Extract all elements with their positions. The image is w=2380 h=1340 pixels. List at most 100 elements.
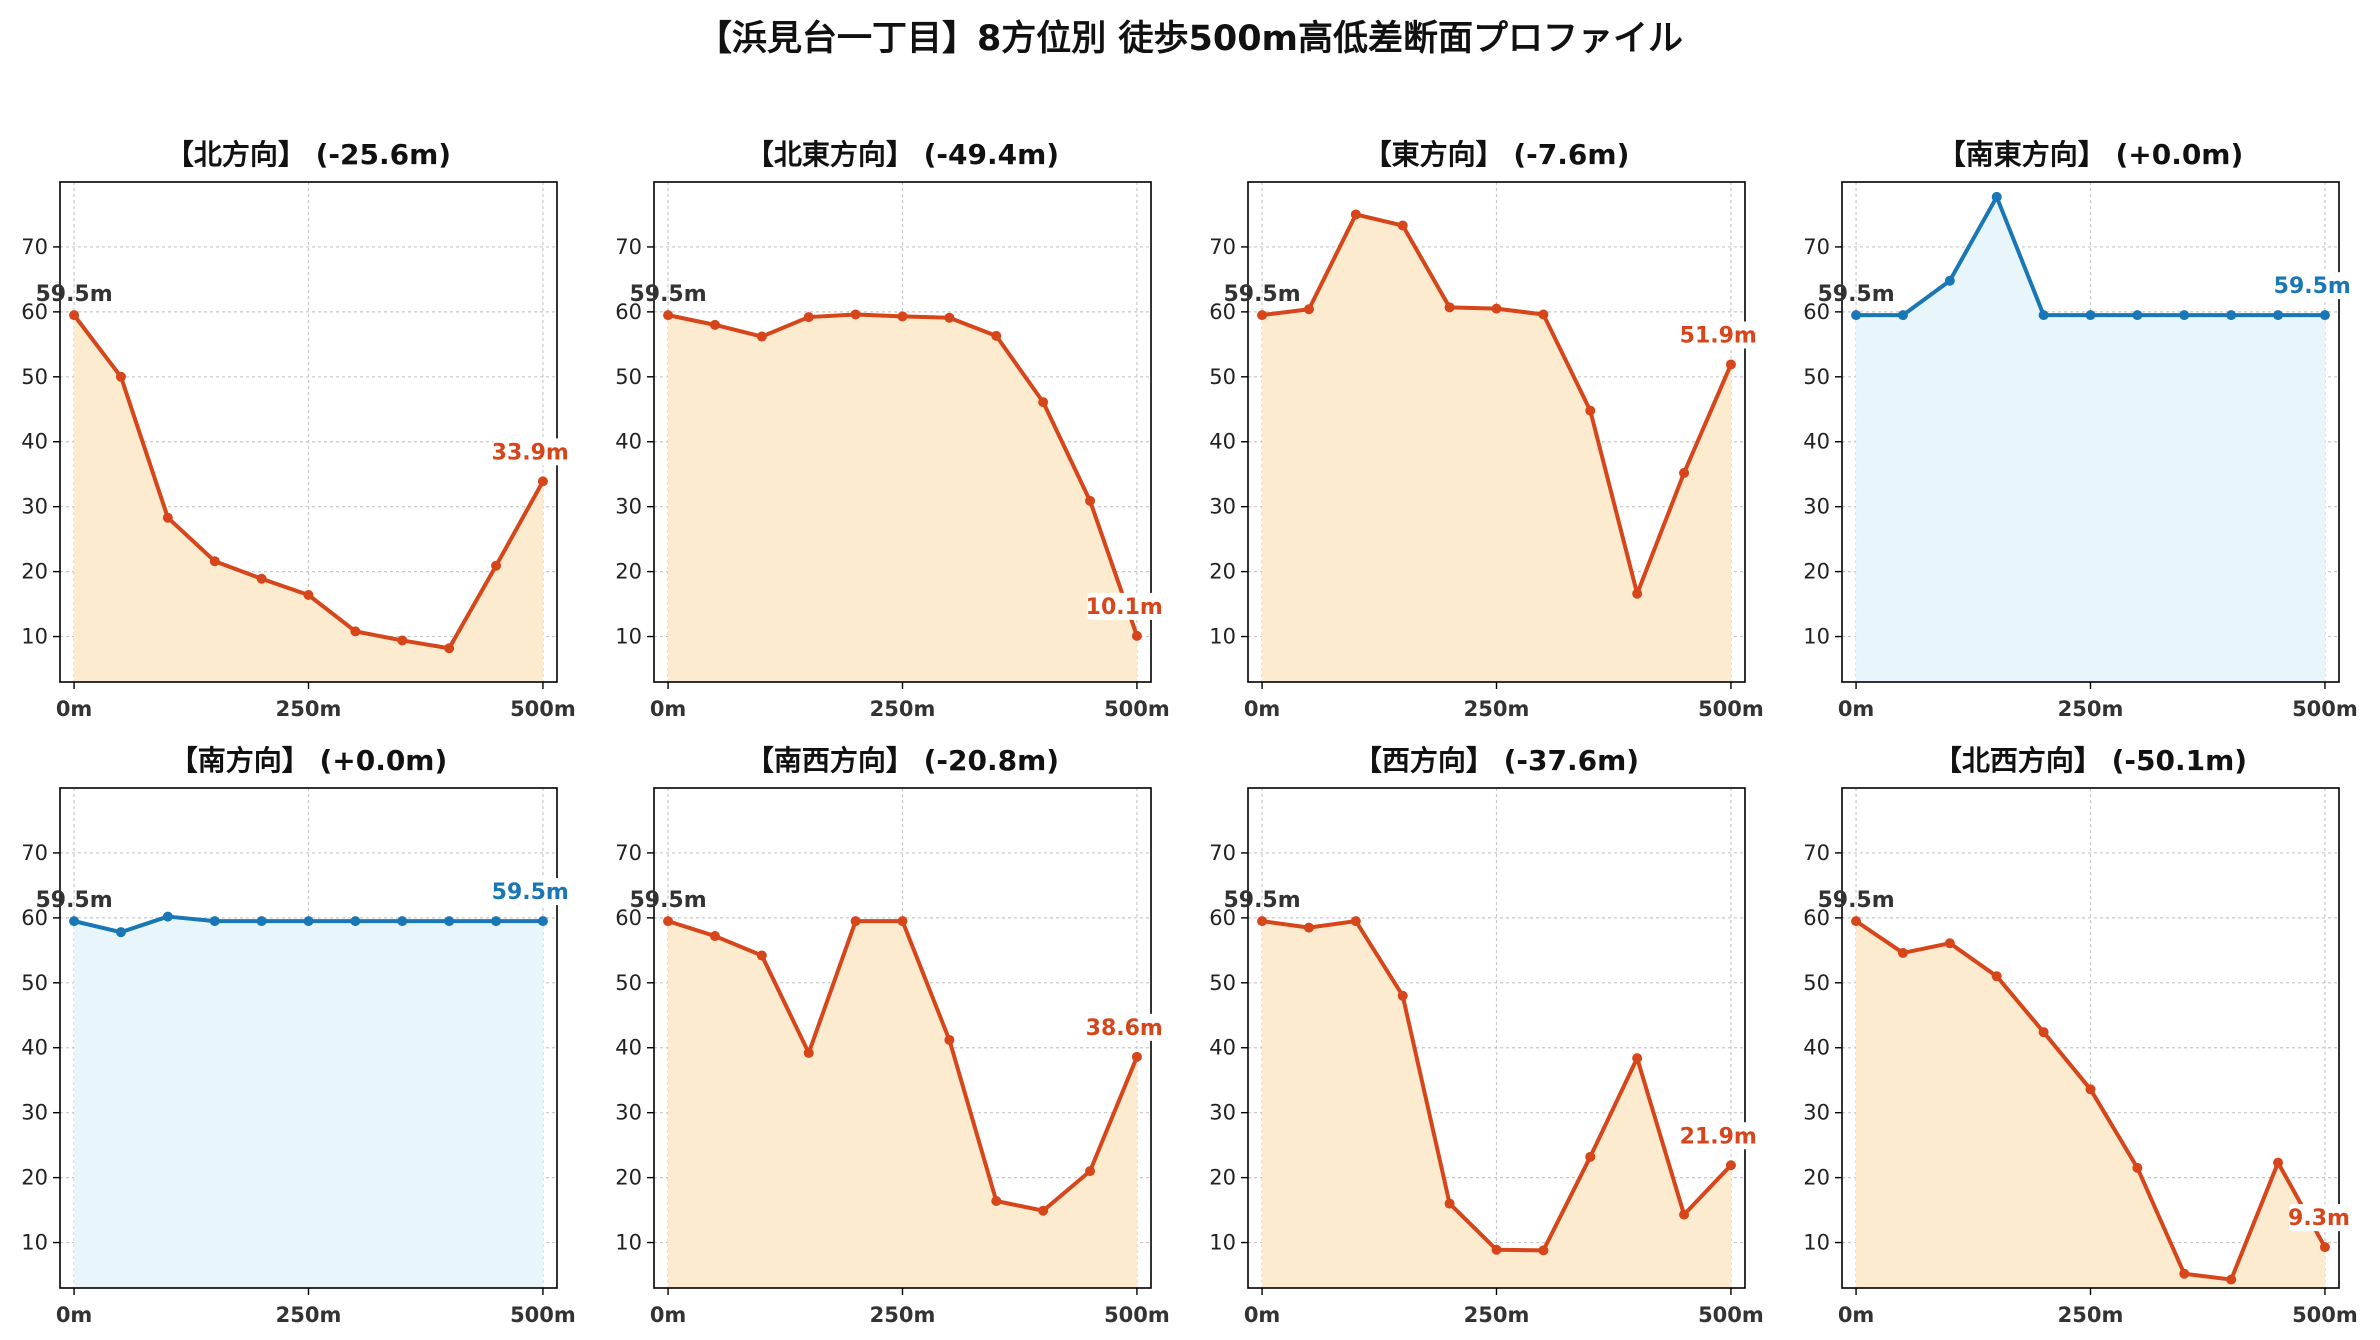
end-value-label: 21.9m — [1680, 1124, 1757, 1149]
data-point — [1085, 1166, 1096, 1177]
data-point — [1538, 309, 1549, 320]
data-point — [1397, 990, 1408, 1001]
x-tick-label: 0m — [1244, 697, 1281, 721]
x-tick-label: 500m — [2292, 697, 2358, 721]
data-point — [1725, 359, 1736, 370]
y-tick-label: 60 — [21, 906, 48, 930]
data-point — [1991, 971, 2002, 982]
x-tick-label: 0m — [56, 1303, 93, 1327]
data-point — [1632, 1053, 1643, 1064]
y-tick-label: 10 — [1803, 625, 1830, 649]
data-point — [350, 916, 361, 927]
data-point — [1303, 922, 1314, 933]
start-value-label: 59.5m — [1817, 282, 1894, 307]
y-tick-label: 50 — [1209, 365, 1236, 389]
end-value-label: 59.5m — [2274, 274, 2351, 299]
y-tick-label: 50 — [1803, 365, 1830, 389]
data-point — [1257, 916, 1268, 927]
x-tick-label: 500m — [2292, 1303, 2358, 1327]
y-tick-label: 40 — [615, 430, 642, 454]
data-point — [303, 589, 314, 600]
subplot-7: 【西方向】 (-37.6m) 10 20 30 40 50 60 70 0m 250m 500m 59… — [1209, 744, 1764, 1327]
area-fill — [668, 314, 1137, 682]
data-point — [2179, 1268, 2190, 1279]
data-point — [537, 916, 548, 927]
data-point — [1538, 1245, 1549, 1256]
data-point — [256, 573, 267, 584]
subplot-1: 【北方向】 (-25.6m) 10 20 30 40 50 60 70 0m 250m 500m 59… — [21, 138, 576, 721]
end-label-box — [1681, 1122, 1755, 1150]
data-point — [709, 319, 720, 330]
data-point — [397, 635, 408, 646]
y-tick-label: 20 — [1209, 560, 1236, 584]
data-point — [1397, 220, 1408, 231]
start-value-label: 59.5m — [35, 282, 112, 307]
y-tick-label: 50 — [615, 365, 642, 389]
data-point — [115, 927, 126, 938]
data-point — [2273, 1157, 2284, 1168]
data-point — [2273, 310, 2284, 321]
end-value-label: 38.6m — [1086, 1016, 1163, 1041]
data-point — [803, 312, 814, 323]
data-point — [850, 916, 861, 927]
data-point — [709, 931, 720, 942]
data-point — [1944, 938, 1955, 949]
y-tick-label: 20 — [1803, 560, 1830, 584]
data-point — [303, 916, 314, 927]
data-point — [1131, 1051, 1142, 1062]
y-tick-label: 30 — [1209, 1101, 1236, 1125]
subplot-title: 【北西方向】 (-50.1m) — [1934, 744, 2247, 777]
area-fill — [1856, 196, 2325, 682]
subplot-title: 【南東方向】 (+0.0m) — [1938, 138, 2244, 171]
end-value-label: 10.1m — [1086, 595, 1163, 620]
data-point — [1944, 275, 1955, 286]
data-point — [2319, 1242, 2330, 1253]
start-value-label: 59.5m — [35, 888, 112, 913]
area-fill — [1856, 921, 2325, 1288]
y-tick-label: 40 — [1803, 1036, 1830, 1060]
x-tick-label: 250m — [2058, 697, 2124, 721]
area-fill — [668, 921, 1137, 1288]
data-point — [1632, 588, 1643, 599]
data-point — [663, 310, 674, 321]
data-point — [2226, 1274, 2237, 1285]
y-tick-label: 70 — [615, 841, 642, 865]
data-point — [944, 312, 955, 323]
data-point — [1038, 1205, 1049, 1216]
x-tick-label: 500m — [1104, 1303, 1170, 1327]
data-point — [350, 626, 361, 637]
end-value-label: 33.9m — [492, 440, 569, 465]
data-point — [897, 311, 908, 322]
y-tick-label: 40 — [21, 1036, 48, 1060]
x-tick-label: 500m — [510, 1303, 576, 1327]
y-tick-label: 20 — [1209, 1166, 1236, 1190]
data-point — [115, 371, 126, 382]
data-point — [2085, 310, 2096, 321]
x-tick-label: 250m — [276, 1303, 342, 1327]
data-point — [491, 560, 502, 571]
data-point — [69, 310, 80, 321]
y-tick-label: 20 — [1803, 1166, 1830, 1190]
data-point — [2038, 310, 2049, 321]
y-tick-label: 10 — [615, 1231, 642, 1255]
y-tick-label: 20 — [615, 560, 642, 584]
data-point — [991, 1195, 1002, 1206]
data-point — [1679, 1209, 1690, 1220]
y-tick-label: 60 — [1803, 906, 1830, 930]
y-tick-label: 30 — [615, 1101, 642, 1125]
x-tick-label: 0m — [1838, 1303, 1875, 1327]
start-value-label: 59.5m — [1223, 282, 1300, 307]
y-tick-label: 70 — [615, 235, 642, 259]
data-point — [803, 1047, 814, 1058]
y-tick-label: 30 — [1209, 495, 1236, 519]
x-tick-label: 500m — [1698, 697, 1764, 721]
x-tick-label: 250m — [276, 697, 342, 721]
subplot-6: 【南西方向】 (-20.8m) 10 20 30 40 50 60 70 0m 250m 500m 5… — [615, 744, 1170, 1327]
data-point — [2226, 310, 2237, 321]
subplot-title: 【西方向】 (-37.6m) — [1354, 744, 1639, 777]
x-tick-label: 0m — [1244, 1303, 1281, 1327]
data-point — [1257, 310, 1268, 321]
y-tick-label: 10 — [21, 1231, 48, 1255]
data-point — [1131, 630, 1142, 641]
